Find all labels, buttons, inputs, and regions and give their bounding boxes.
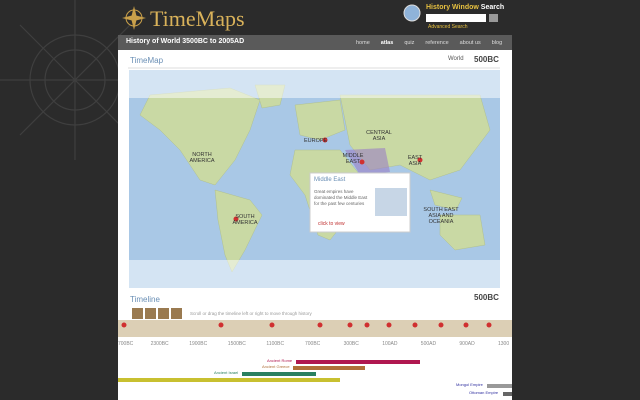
bar-label[interactable]: Ancient Israel <box>214 370 239 375</box>
timeline-title: Timeline <box>130 295 160 304</box>
bar-greece[interactable] <box>293 366 365 370</box>
map-pins[interactable] <box>233 137 423 222</box>
page-title: History of World 3500BC to 2005AD <box>126 38 245 45</box>
region: World <box>448 56 464 62</box>
nav-link[interactable]: quiz <box>404 40 415 46</box>
region-highlight[interactable] <box>345 148 390 175</box>
nav-link[interactable]: about us <box>459 40 481 46</box>
nav-link[interactable]: home <box>356 40 370 46</box>
timeline-tick: 500AD <box>420 341 437 347</box>
timeline-tick: 2300BC <box>150 341 169 347</box>
popup-title: Middle East <box>314 177 346 183</box>
map-label[interactable]: NORTH AMERICA <box>189 152 215 164</box>
map-fade-top <box>129 70 500 98</box>
nav-bar <box>118 35 512 50</box>
map-label[interactable]: MIDDLE EAST <box>342 153 364 165</box>
bar-mongol[interactable] <box>487 384 512 388</box>
nav-link[interactable]: blog <box>491 40 503 46</box>
timeline-tick: 1100BC <box>266 341 285 347</box>
timeline-controls[interactable] <box>132 308 182 319</box>
logo-compass <box>122 6 146 30</box>
search-icon <box>403 4 421 22</box>
popup-text: Great empires have dominated the Middle … <box>314 189 368 206</box>
timemap-date: 500BC <box>474 55 499 64</box>
map-label[interactable]: SOUTH AMERICA <box>232 214 258 226</box>
nav-link[interactable]: atlas <box>380 40 394 46</box>
map-fade-bottom <box>129 260 500 288</box>
timeline-tick: 1900BC <box>189 341 208 347</box>
timeline-tick: 300BC <box>343 341 359 347</box>
timeline-date: 500BC <box>474 293 499 302</box>
timeline-tick: 100AD <box>382 341 398 347</box>
timeline-tick: 700BC <box>305 341 321 347</box>
bar-label[interactable]: Ancient Greece <box>262 364 290 369</box>
bar-label[interactable]: Mongol Empire <box>456 382 483 387</box>
logo[interactable]: TimeMaps <box>150 6 245 31</box>
map-label[interactable]: SOUTH EAST ASIA AND OCEANIA <box>423 207 459 225</box>
nav-link[interactable]: reference <box>425 40 449 46</box>
advanced-search[interactable]: Advanced Search <box>428 24 468 30</box>
bar-other[interactable] <box>118 378 340 382</box>
bar-israel[interactable] <box>242 372 316 376</box>
bar-label[interactable]: Ancient Rome <box>267 358 293 363</box>
timeline-tick: 900AD <box>459 341 475 347</box>
timeline-hint: Scroll or drag the timeline left or righ… <box>190 311 312 316</box>
bar-label[interactable]: Ottoman Empire <box>469 390 499 395</box>
bar-rome[interactable] <box>296 360 420 364</box>
timeline-tick: 700BC <box>118 341 134 347</box>
search-button[interactable] <box>489 14 498 22</box>
search-input[interactable] <box>426 14 486 22</box>
timeline-tick: 1300 <box>498 341 510 347</box>
popup-thumb <box>375 188 407 216</box>
map-label[interactable]: EAST ASIA <box>407 155 423 167</box>
timeline-tick: 1500BC <box>227 341 246 347</box>
timeline-track[interactable] <box>118 320 512 337</box>
popup-link[interactable]: click to view <box>318 221 345 227</box>
map-label[interactable]: EUROPE <box>304 138 328 144</box>
map-label[interactable]: CENTRAL ASIA <box>366 130 392 142</box>
search-label: History Window <box>426 4 479 11</box>
timeline-pins[interactable] <box>121 322 492 328</box>
timemap-title: TimeMap <box>130 56 164 65</box>
bar-ottoman[interactable] <box>503 392 512 396</box>
search-word: Search <box>480 4 505 11</box>
nav-links: home atlas quiz reference about us blog <box>356 40 502 46</box>
